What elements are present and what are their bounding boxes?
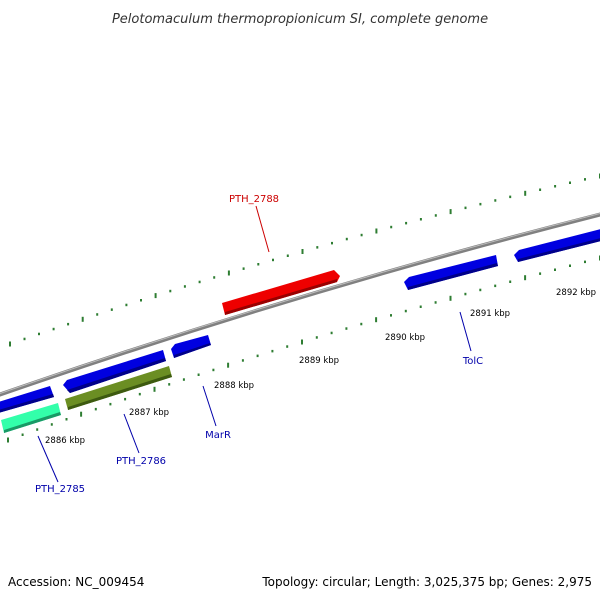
label-pth-2786[interactable]: PTH_2786	[116, 456, 166, 467]
kbp-label-2886: 2886 kbp	[45, 436, 85, 446]
accession-text: Accession: NC_009454	[8, 575, 144, 589]
genome-backbone-highlight	[0, 213, 600, 395]
kbp-label-2887: 2887 kbp	[129, 408, 169, 418]
gene-blue-c[interactable]	[514, 228, 600, 262]
kbp-labels: 2886 kbp 2887 kbp 2888 kbp 2889 kbp 2890…	[45, 288, 596, 446]
gene-blue-c-shade	[518, 238, 600, 262]
label-marr[interactable]: MarR	[205, 430, 231, 441]
gene-pth-2785[interactable]	[1, 403, 61, 433]
gene-blue-b[interactable]	[63, 350, 166, 393]
genome-backbone	[0, 212, 600, 397]
outer-tick-ruler	[9, 173, 600, 347]
gene-marr[interactable]	[171, 335, 211, 358]
genome-summary-text: Topology: circular; Length: 3,025,375 bp…	[261, 575, 592, 589]
kbp-label-2890: 2890 kbp	[385, 333, 425, 343]
gene-pth-2786-shade	[68, 374, 172, 410]
gene-tolc[interactable]	[404, 255, 498, 290]
label-leaders	[37, 205, 472, 483]
kbp-label-2888: 2888 kbp	[214, 381, 254, 391]
kbp-label-2891: 2891 kbp	[470, 309, 510, 319]
gene-tolc-shade	[408, 263, 498, 290]
gene-blue-a-shade	[0, 394, 54, 413]
leader-marr	[202, 385, 217, 427]
map-title: Pelotomaculum thermopropionicum SI, comp…	[112, 12, 488, 27]
label-tolc[interactable]: TolC	[462, 356, 483, 367]
gene-pth-2788-shade	[225, 279, 337, 315]
reverse-strand-genes	[0, 228, 600, 433]
gene-pth-2786[interactable]	[65, 366, 172, 410]
leader-pth-2786	[123, 413, 140, 454]
leader-pth-2788	[255, 205, 270, 253]
leader-pth-2785	[37, 435, 59, 483]
label-pth-2788[interactable]: PTH_2788	[229, 194, 279, 205]
gene-pth-2785-shade	[4, 412, 61, 433]
kbp-label-2892: 2892 kbp	[556, 288, 596, 298]
leader-tolc	[459, 311, 472, 352]
gene-pth-2788[interactable]	[222, 270, 340, 315]
inner-tick-ruler	[7, 255, 600, 443]
label-pth-2785[interactable]: PTH_2785	[35, 484, 85, 495]
kbp-label-2889: 2889 kbp	[299, 356, 339, 366]
forward-strand-genes	[222, 270, 340, 315]
gene-blue-b-shade	[67, 358, 166, 393]
gene-labels: PTH_2788 PTH_2785 PTH_2786 MarR TolC	[35, 194, 483, 495]
gene-marr-shade	[174, 343, 211, 358]
